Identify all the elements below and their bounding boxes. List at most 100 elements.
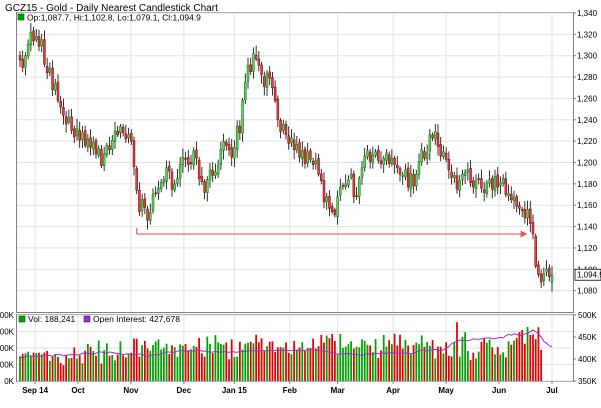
candle-body-up [336, 196, 339, 218]
candle-body-down [328, 195, 331, 209]
candle-body-down [523, 209, 527, 219]
volume-bar [466, 350, 469, 381]
candle-body-up [265, 73, 269, 88]
volume-bar [209, 343, 211, 381]
volume-bar [260, 338, 263, 381]
candle [550, 266, 554, 292]
candle-body-down [18, 55, 22, 61]
candle [368, 148, 372, 169]
x-tick-label: May [438, 386, 454, 395]
candle-body-down [263, 76, 266, 87]
candle [81, 125, 84, 149]
volume-bar [306, 347, 309, 381]
candle [59, 95, 62, 114]
candle-body-down [37, 36, 41, 47]
candle-body-down [439, 144, 442, 157]
candle [496, 166, 499, 195]
candle-body-down [124, 133, 128, 140]
candle-body-up [282, 123, 285, 131]
candle-body-down [406, 167, 410, 188]
candle [176, 169, 179, 187]
candle [284, 120, 288, 140]
candle [197, 156, 201, 186]
candle [51, 60, 54, 96]
candle [78, 121, 81, 148]
volume-bar [257, 342, 260, 381]
x-tick-label: Jan 15 [222, 386, 247, 395]
volume-bar [192, 345, 195, 381]
volume-bar [331, 334, 334, 381]
volume-bar [304, 350, 306, 381]
volume-bar [138, 356, 141, 381]
candle-body-up [178, 164, 182, 179]
candle-body-up [159, 182, 163, 190]
price-tick-label: 1,160 [577, 201, 598, 210]
volume-bar [86, 343, 89, 381]
candle-body-down [143, 198, 147, 208]
candle [219, 141, 223, 171]
candle [257, 51, 261, 72]
candle-body-up [295, 144, 299, 151]
candle [474, 174, 478, 199]
volume-bar [374, 338, 377, 381]
volume-bar [483, 338, 486, 381]
candle [507, 184, 510, 201]
candle-body-down [184, 157, 187, 160]
candle [263, 71, 266, 96]
volume-bar [333, 340, 336, 381]
volume-bar [160, 349, 163, 381]
volume-bar [526, 326, 529, 381]
volume-bar [51, 356, 54, 381]
volume-bar [81, 363, 84, 381]
candle [238, 120, 242, 140]
volume-bar [534, 339, 537, 381]
candle-body-up [92, 141, 95, 150]
candle [211, 162, 214, 183]
candle [127, 127, 130, 144]
candle [230, 138, 233, 166]
volume-bar [244, 343, 247, 381]
volume-bar [377, 357, 380, 381]
candle [265, 70, 269, 96]
candle-body-up [192, 150, 195, 166]
volume-tick-label: 0K [4, 377, 14, 386]
candle-body-up [374, 151, 377, 156]
candle [531, 214, 535, 240]
candle [390, 149, 394, 167]
candle [306, 142, 309, 168]
candle [86, 133, 90, 153]
candle-body-up [507, 193, 510, 196]
candle [282, 119, 285, 135]
candle [406, 162, 410, 192]
candle [320, 168, 323, 185]
candle [54, 78, 57, 96]
volume-bar [143, 340, 146, 381]
candle-body-up [401, 175, 404, 177]
candle [382, 155, 385, 174]
candle-body-down [51, 67, 54, 91]
candle-body-up [542, 273, 546, 281]
candle [512, 190, 516, 210]
candle-body-up [86, 138, 90, 147]
candle [409, 164, 413, 198]
volume-bar [437, 346, 439, 381]
candle-body-down [227, 143, 231, 150]
candle-body-up [442, 151, 445, 158]
candle-body-up [151, 194, 155, 211]
candle-body-down [298, 142, 301, 158]
candle [477, 173, 480, 185]
candle [151, 188, 155, 214]
candle [119, 124, 122, 139]
candle [393, 155, 396, 174]
volume-bar [358, 347, 361, 381]
candle [241, 98, 244, 142]
candle [233, 140, 236, 168]
volume-bar [89, 346, 92, 381]
candle [252, 47, 255, 79]
candle [192, 147, 195, 170]
x-tick-label: Sep 14 [22, 386, 48, 395]
candle [100, 145, 103, 169]
volume-tick-label: 400K [0, 311, 15, 320]
volume-bar [124, 357, 127, 381]
candle [360, 160, 364, 185]
